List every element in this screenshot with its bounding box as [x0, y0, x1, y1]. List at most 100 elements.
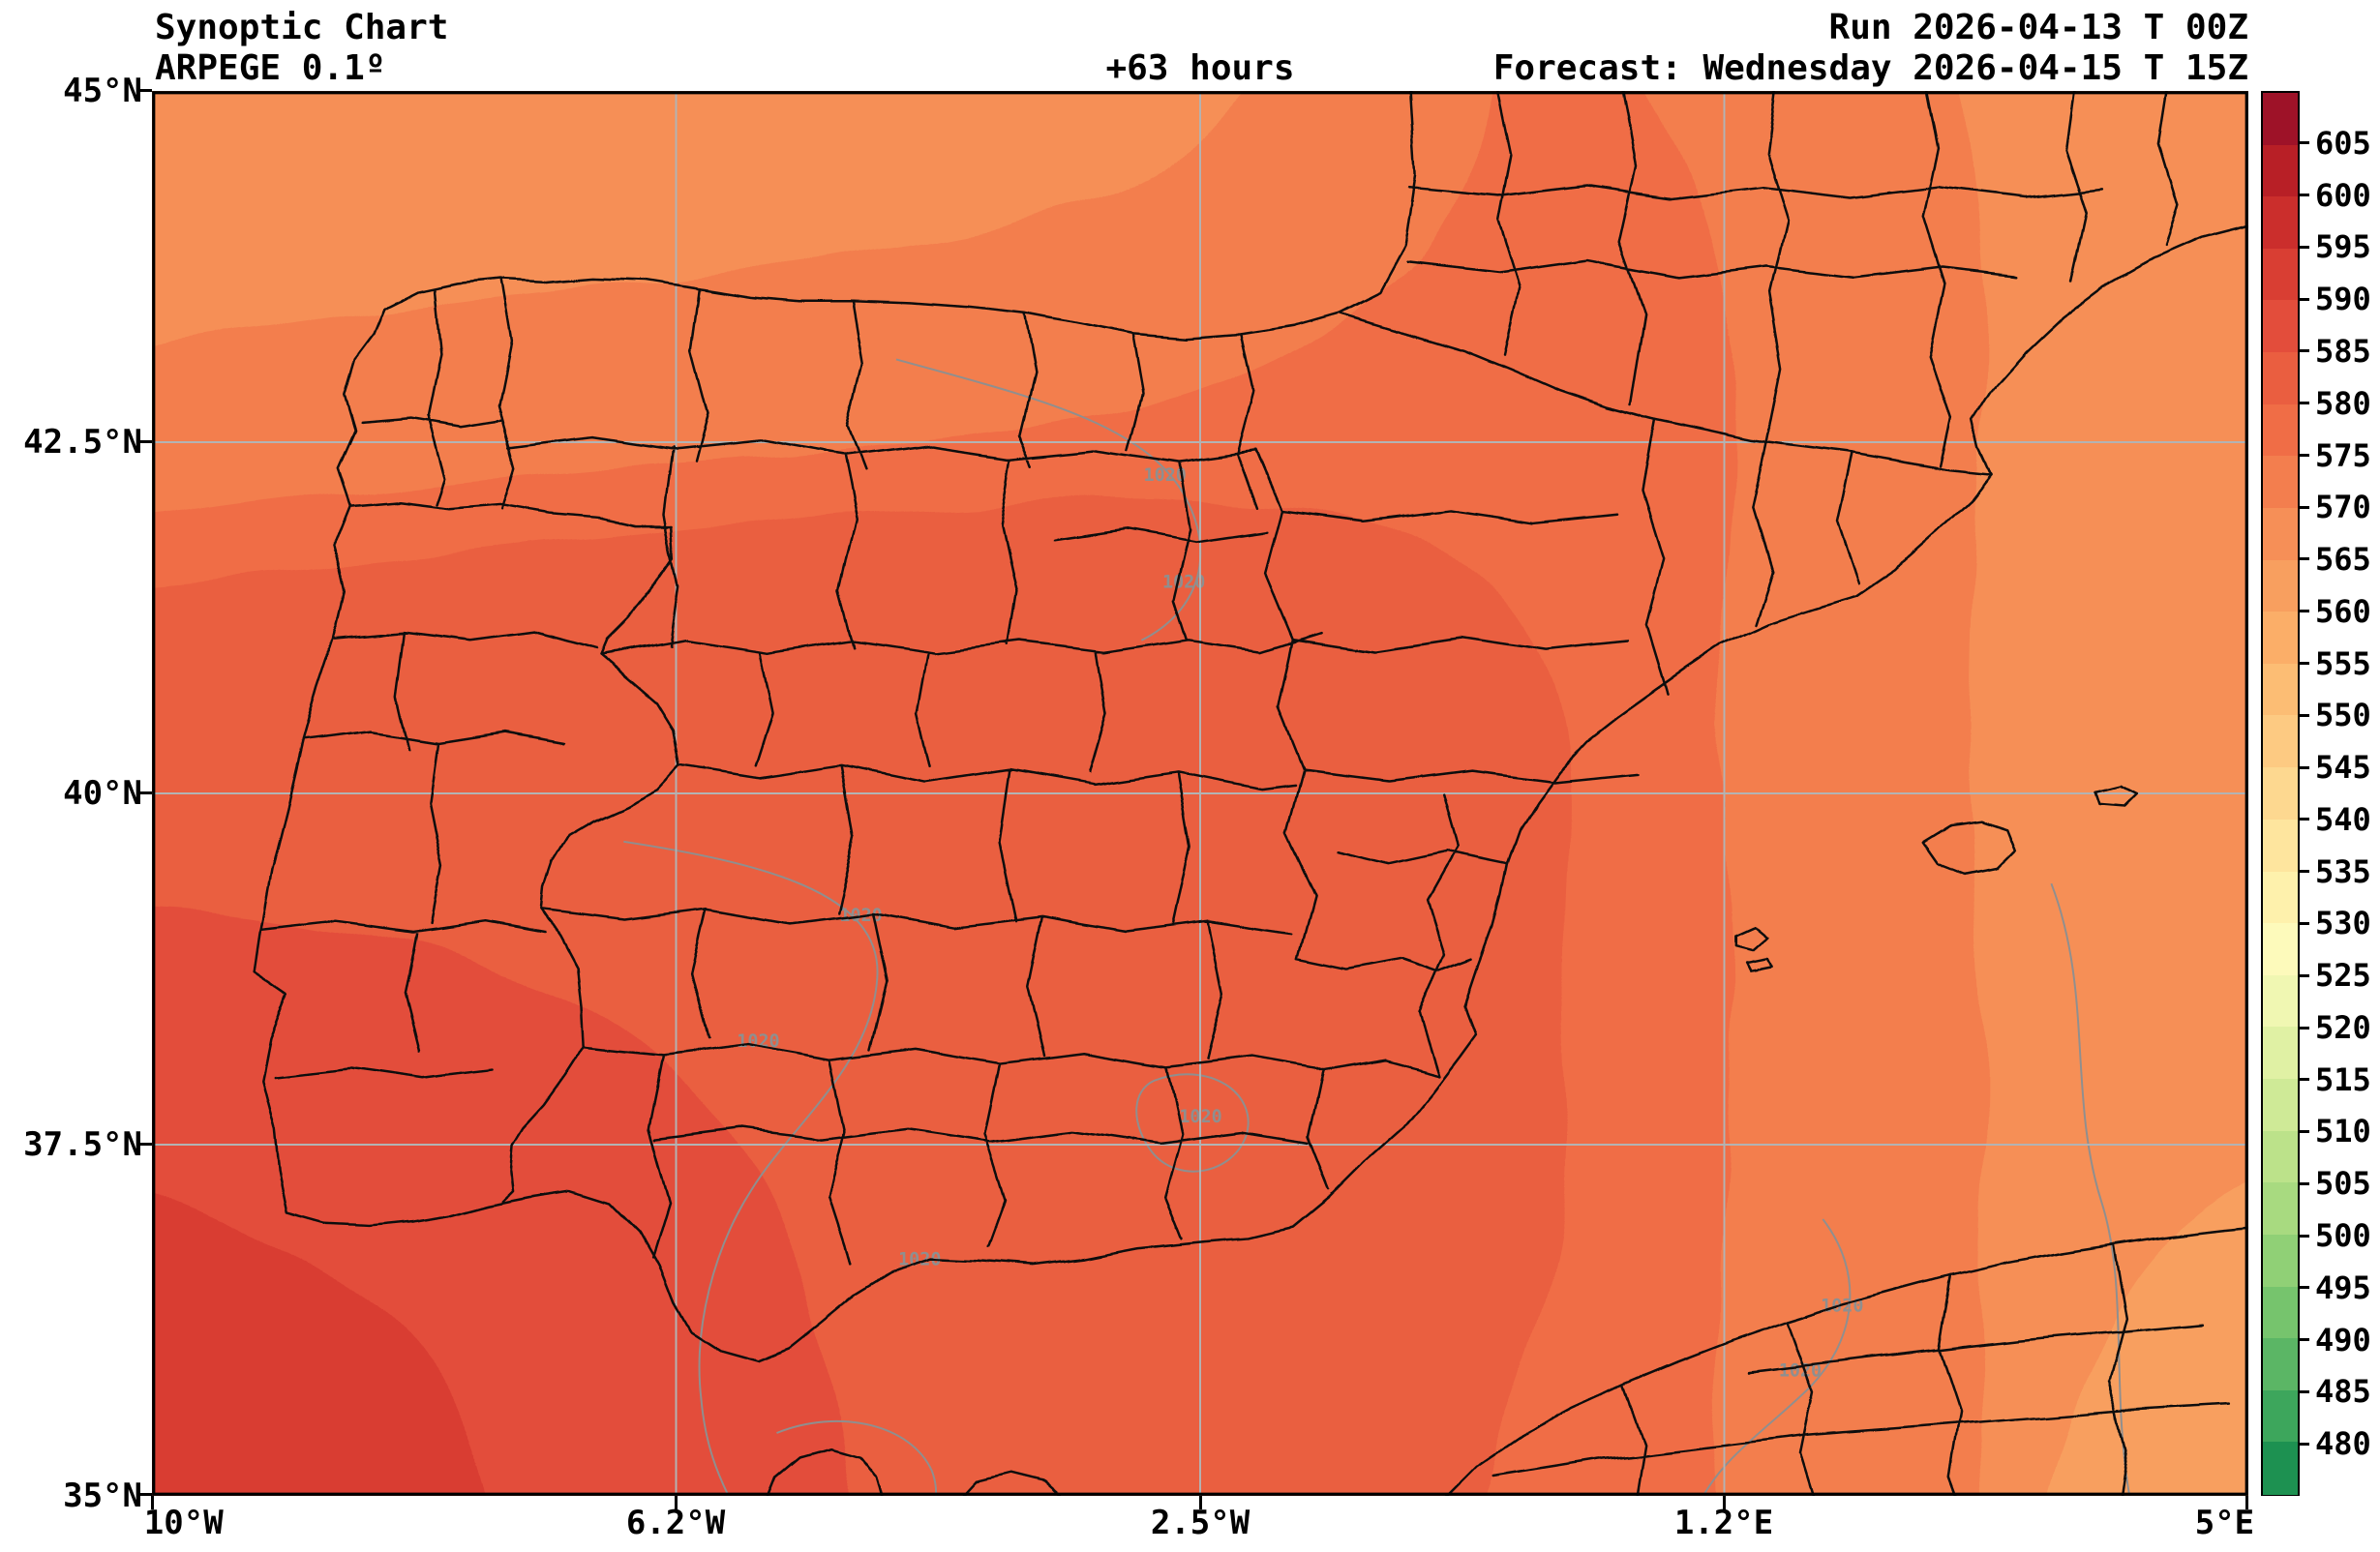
colorbar-tick [2300, 713, 2309, 717]
x-tick-label: 2.5°W [1150, 1504, 1250, 1542]
colorbar-segment [2263, 1442, 2298, 1496]
colorbar-segment [2263, 248, 2298, 302]
colorbar-segment [2263, 1389, 2298, 1444]
page-title: Synoptic Chart [155, 8, 449, 47]
x-tick-label: 10°W [143, 1504, 224, 1542]
colorbar-label: 585 [2300, 333, 2371, 370]
borders-france-internal [1406, 91, 2179, 468]
colorbar-tick [2300, 349, 2309, 353]
colorbar-tick [2300, 245, 2309, 249]
colorbar-label: 595 [2300, 228, 2371, 265]
isobar-lines [623, 358, 2131, 1496]
colorbar-label: 545 [2300, 749, 2371, 786]
map-area: 1020 1020 1020 1020 1020 1020 1020 1020 [152, 91, 2248, 1496]
y-axis-tick [138, 440, 152, 443]
colorbar-segment [2263, 767, 2298, 821]
isobar-label: 1020 [1162, 573, 1205, 593]
x-axis-tick [1199, 1496, 1202, 1509]
y-tick-label: 45°N [63, 72, 142, 110]
colorbar-tick [2300, 1078, 2309, 1082]
y-tick-label: 42.5°N [23, 423, 142, 462]
colorbar-label: 570 [2300, 489, 2371, 525]
x-axis-tick [151, 1496, 154, 1509]
y-tick-label: 37.5°N [23, 1125, 142, 1164]
colorbar-tick [2300, 1026, 2309, 1030]
isobar-label: 1020 [898, 1250, 941, 1270]
x-axis-tick [1723, 1496, 1726, 1509]
colorbar-labels: 605 600 595 590 585 580 575 570 565 560 … [2300, 91, 2379, 1496]
colorbar-label: 530 [2300, 905, 2371, 941]
run-label: Run 2026-04-13 T 00Z [1828, 8, 2248, 47]
colorbar-segment [2263, 559, 2298, 613]
colorbar-tick [2300, 870, 2309, 874]
colorbar-segment [2263, 144, 2298, 198]
colorbar-tick [2300, 194, 2309, 197]
isobar-label: 1020 [1144, 465, 1187, 486]
y-tick-label: 35°N [63, 1477, 142, 1515]
y-tick-label: 40°N [63, 774, 142, 813]
colorbar-tick [2300, 1234, 2309, 1238]
colorbar-label: 605 [2300, 125, 2371, 162]
colorbar-label: 590 [2300, 281, 2371, 317]
colorbar-segment [2263, 300, 2298, 354]
colorbar-label: 575 [2300, 437, 2371, 474]
colorbar-tick [2300, 662, 2309, 666]
colorbar-tick [2300, 765, 2309, 769]
colorbar [2261, 91, 2300, 1496]
y-axis-tick [138, 791, 152, 794]
contour-band-565-570-northwest [152, 91, 1252, 344]
colorbar-segment [2263, 456, 2298, 510]
synoptic-map-svg: 1020 1020 1020 1020 1020 1020 1020 1020 [152, 91, 2248, 1496]
colorbar-segment [2263, 93, 2298, 146]
x-tick-label: 5°E [2194, 1504, 2255, 1542]
borders [253, 91, 2248, 1496]
model-label: ARPEGE 0.1º [155, 48, 386, 88]
colorbar-label: 565 [2300, 541, 2371, 578]
isobar-label: 1020 [737, 1031, 779, 1052]
colorbar-label: 600 [2300, 177, 2371, 214]
colorbar-tick [2300, 402, 2309, 405]
colorbar-segment [2263, 1078, 2298, 1132]
colorbar-tick [2300, 1181, 2309, 1185]
colorbar-label: 480 [2300, 1425, 2371, 1462]
colorbar-segment [2263, 1234, 2298, 1288]
borders-spain-provinces [259, 278, 1860, 1265]
colorbar-tick [2300, 1129, 2309, 1133]
colorbar-tick [2300, 818, 2309, 821]
isobar-line [623, 840, 879, 1496]
colorbar-segment [2263, 819, 2298, 873]
contour-band-560-565-southeast [2049, 1181, 2248, 1496]
colorbar-tick [2300, 505, 2309, 509]
colorbar-label: 490 [2300, 1322, 2371, 1358]
isobar-labels: 1020 1020 1020 1020 1020 1020 1020 1020 [737, 465, 1863, 1381]
colorbar-segment [2263, 715, 2298, 769]
colorbar-label: 485 [2300, 1373, 2371, 1410]
forecast-label: Forecast: Wednesday 2026-04-15 T 15Z [1492, 48, 2248, 88]
colorbar-segment [2263, 1027, 2298, 1081]
colorbar-segment [2263, 508, 2298, 561]
colorbar-tick [2300, 1338, 2309, 1342]
colorbar-tick [2300, 557, 2309, 561]
isobar-line [1135, 1073, 1250, 1173]
map-frame [152, 91, 2248, 1496]
coastline-balearic-islands [1733, 784, 2141, 973]
colorbar-label: 550 [2300, 697, 2371, 733]
colorbar-segment [2263, 403, 2298, 458]
colorbar-label: 560 [2300, 593, 2371, 630]
colorbar-label: 495 [2300, 1269, 2371, 1306]
colorbar-label: 580 [2300, 385, 2371, 422]
contour-band-590-595-corner [152, 1187, 488, 1496]
colorbar-segment [2263, 871, 2298, 925]
colorbar-label: 500 [2300, 1217, 2371, 1254]
x-tick-label: 1.2°E [1673, 1504, 1774, 1542]
y-axis-tick [138, 1143, 152, 1146]
border-portugal-spain [349, 500, 682, 1202]
colorbar-label: 555 [2300, 645, 2371, 682]
colorbar-segment [2263, 974, 2298, 1029]
colorbar-segment [2263, 1286, 2298, 1340]
colorbar-tick [2300, 1442, 2309, 1446]
x-tick-label: 6.2°W [625, 1504, 726, 1542]
coastline-north-africa [766, 1226, 2248, 1496]
isobar-line [2050, 882, 2131, 1496]
